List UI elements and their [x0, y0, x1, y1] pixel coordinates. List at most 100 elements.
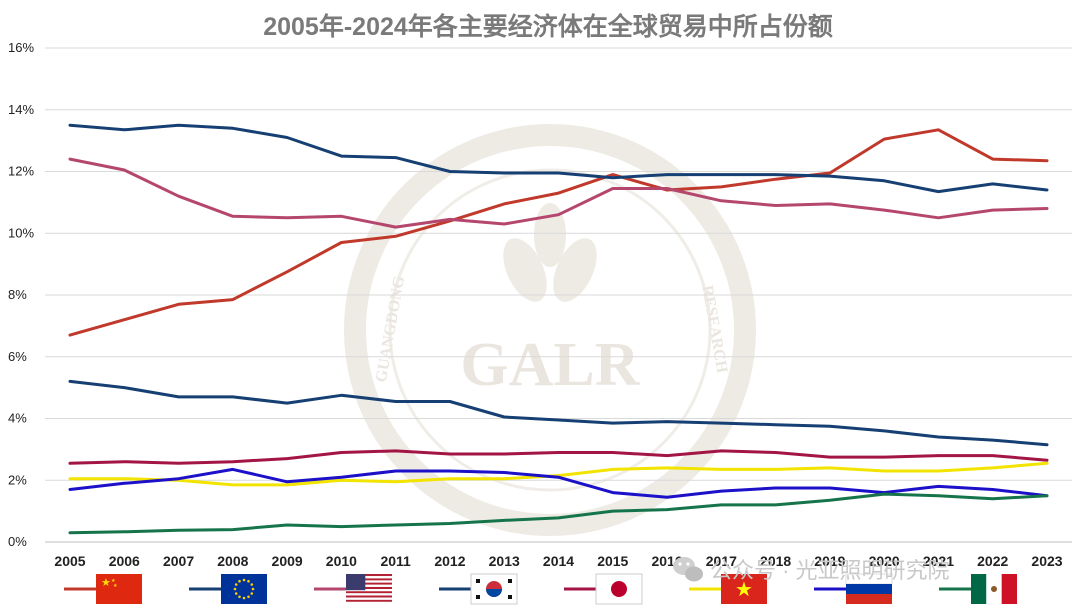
x-tick-label: 2010 [326, 553, 357, 569]
legend-item [564, 573, 643, 605]
x-tick-label: 2023 [1031, 553, 1062, 569]
data-point [774, 173, 777, 176]
data-point [883, 179, 886, 182]
data-point [991, 497, 994, 500]
data-point [394, 480, 397, 483]
data-point [340, 451, 343, 454]
data-point [1046, 494, 1048, 497]
data-point [720, 422, 723, 425]
data-point [231, 528, 234, 531]
data-point [611, 510, 614, 513]
wechat-icon [673, 557, 703, 582]
data-point [69, 380, 71, 383]
x-tick-label: 2021 [923, 553, 954, 569]
data-point [69, 462, 71, 465]
data-point [828, 425, 831, 428]
data-point [828, 175, 831, 178]
watermark-leaf-icon [553, 238, 597, 302]
data-point [340, 476, 343, 479]
data-point [774, 504, 777, 506]
gridlines [45, 47, 1072, 543]
data-point [340, 215, 343, 218]
data-point [557, 451, 560, 454]
data-point [1046, 189, 1048, 191]
data-point [503, 471, 506, 474]
data-point [123, 386, 126, 389]
data-point [991, 209, 994, 211]
data-point [449, 218, 451, 221]
data-point [828, 487, 831, 489]
data-point [1046, 462, 1048, 465]
data-point [503, 223, 506, 225]
data-point [774, 468, 777, 471]
data-point [937, 494, 940, 497]
data-point [557, 172, 560, 174]
data-point [937, 454, 940, 457]
legend-item: ★ ★★ [64, 574, 142, 604]
data-point [449, 400, 451, 403]
data-point [394, 226, 397, 228]
x-tick-label: 2022 [977, 553, 1008, 569]
data-point [666, 467, 668, 469]
x-tick-label: 2019 [814, 553, 845, 569]
data-point [883, 138, 886, 140]
data-point [774, 423, 777, 426]
data-point [231, 460, 234, 463]
data-point [666, 187, 668, 190]
data-point [286, 216, 289, 219]
chart-title: 2005年-2024年各主要经济体在全球贸易中所占份额 [263, 12, 833, 41]
data-point [177, 303, 180, 306]
data-point [720, 490, 723, 492]
russia-flag [845, 573, 893, 604]
x-tick-label: 2018 [760, 553, 791, 569]
legend: ★ ★★ ★ [64, 573, 1017, 605]
legend-item [939, 574, 1017, 604]
data-point [828, 456, 831, 458]
data-point [937, 470, 940, 472]
data-point [883, 493, 886, 496]
data-point [123, 460, 126, 463]
data-point [883, 429, 886, 432]
data-point [449, 470, 451, 472]
data-point [774, 204, 777, 207]
data-point [1046, 207, 1048, 210]
svg-text:★: ★ [735, 579, 753, 601]
data-point [286, 270, 289, 273]
data-point [69, 334, 71, 337]
svg-text:★: ★ [101, 577, 111, 589]
x-tick-label: 2005 [54, 553, 85, 569]
data-point [286, 483, 289, 486]
legend-item [439, 573, 518, 605]
data-point [286, 480, 289, 483]
data-point [774, 178, 777, 181]
data-point [123, 318, 126, 321]
data-point [449, 522, 451, 525]
data-point [828, 499, 831, 502]
data-point [666, 454, 668, 457]
watermark-leaf-icon [503, 238, 547, 302]
china-flag: ★ ★★ [96, 574, 142, 604]
y-tick-label: 12% [8, 164, 34, 179]
data-point [611, 176, 614, 179]
data-point [720, 504, 723, 506]
data-point [394, 235, 397, 238]
data-point [991, 488, 994, 491]
data-point [123, 482, 126, 485]
data-point [937, 216, 940, 219]
x-tick-label: 2011 [380, 553, 411, 569]
data-point [503, 203, 506, 205]
watermark-monogram: GALR [460, 331, 640, 399]
data-point [231, 468, 234, 471]
data-point [991, 439, 994, 442]
data-point [720, 186, 723, 188]
y-tick-label: 8% [8, 287, 27, 302]
data-point [394, 524, 397, 526]
data-point [666, 496, 668, 499]
x-tick-label: 2009 [272, 553, 303, 569]
data-point [991, 454, 994, 457]
data-point [503, 519, 506, 522]
data-point [666, 173, 668, 176]
svg-text:★: ★ [111, 578, 116, 584]
data-point [231, 395, 234, 398]
data-point [774, 451, 777, 454]
